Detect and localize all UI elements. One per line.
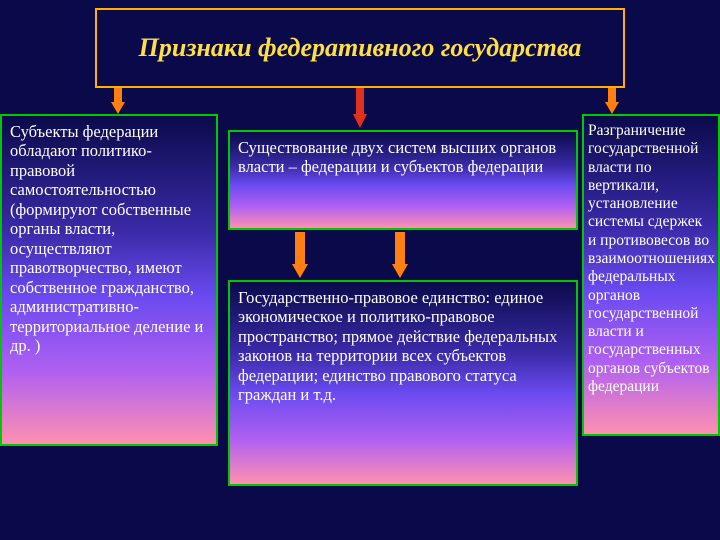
arrow-title-to-left-head xyxy=(111,102,125,114)
arrow-title-to-right-head xyxy=(605,102,619,114)
box-left: Субъекты федерации обладают политико-пра… xyxy=(0,114,218,446)
arrow-title-to-mid-stem xyxy=(356,88,364,114)
arrow-mid-to-mid2-b-stem xyxy=(395,232,405,264)
arrow-mid-to-mid2-a-stem xyxy=(295,232,305,264)
title-text: Признаки федеративного государства xyxy=(139,33,582,63)
box-left-text: Субъекты федерации обладают политико-пра… xyxy=(10,122,203,355)
box-mid-top-text: Существование двух систем высших органов… xyxy=(238,138,556,176)
arrow-title-to-left-stem xyxy=(114,88,122,102)
box-right-text: Разграничение государственной власти по … xyxy=(588,122,715,395)
box-mid-bottom-text: Государственно-правовое единство: единое… xyxy=(238,288,557,404)
box-mid-bottom: Государственно-правовое единство: единое… xyxy=(228,280,578,486)
box-mid-top: Существование двух систем высших органов… xyxy=(228,130,578,230)
arrow-title-to-right-stem xyxy=(608,88,616,102)
arrow-title-to-mid-head xyxy=(353,114,367,128)
arrow-mid-to-mid2-b-head xyxy=(392,264,408,278)
box-right: Разграничение государственной власти по … xyxy=(582,114,720,436)
title-box: Признаки федеративного государства xyxy=(95,8,625,88)
arrow-mid-to-mid2-a-head xyxy=(292,264,308,278)
